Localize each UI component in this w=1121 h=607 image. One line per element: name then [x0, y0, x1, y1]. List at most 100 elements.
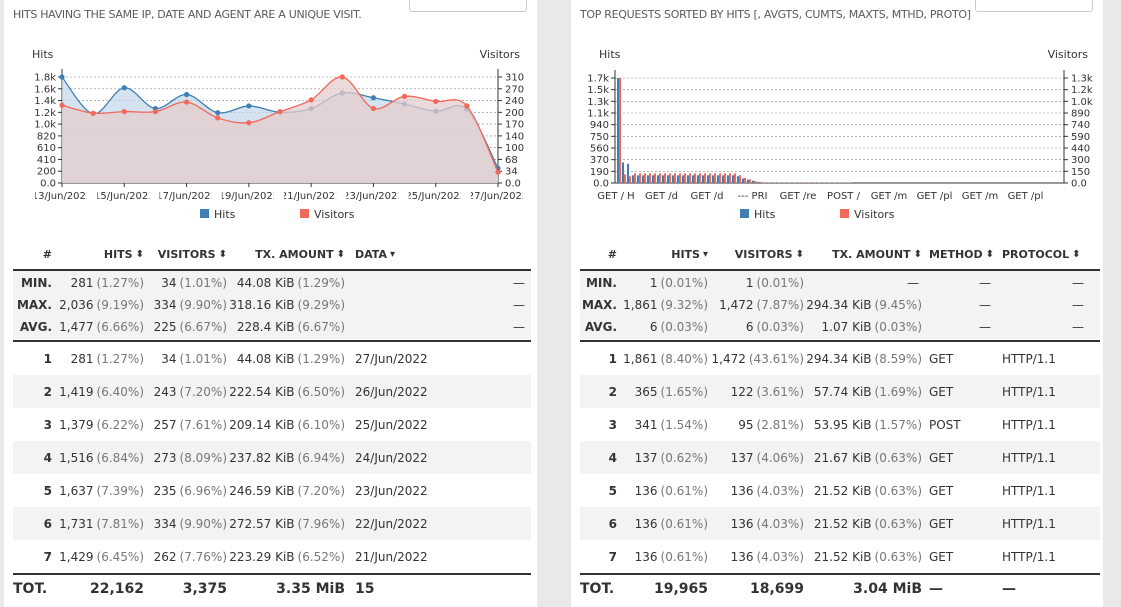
column-header-tx[interactable]: TX. AMOUNT ⬍: [810, 240, 922, 268]
visitors-bar[interactable]: [824, 182, 826, 184]
hits-point[interactable]: [370, 95, 377, 101]
hits-bar[interactable]: [767, 182, 769, 184]
table-row[interactable]: 4 137 (0.62%) 137 (4.06%) 21.67 KiB (0.63%) GET…: [580, 441, 1100, 474]
legend-hits-swatch[interactable]: [200, 209, 209, 218]
visitors-bar[interactable]: [704, 173, 706, 183]
hits-bar[interactable]: [712, 175, 714, 183]
visitors-point[interactable]: [59, 102, 65, 108]
visitors-point[interactable]: [339, 74, 345, 80]
visitors-bar[interactable]: [739, 175, 741, 183]
visitors-point[interactable]: [277, 108, 283, 115]
visitors-point[interactable]: [152, 108, 159, 115]
visitors-bar[interactable]: [794, 182, 796, 184]
visitors-bar[interactable]: [839, 182, 841, 184]
visitors-bar[interactable]: [689, 173, 691, 183]
hits-bar[interactable]: [727, 175, 729, 183]
visitors-bar[interactable]: [659, 173, 661, 183]
hits-bar[interactable]: [657, 175, 659, 183]
table-row[interactable]: 3 341 (1.54%) 95 (2.81%) 53.95 KiB (1.57%) POST…: [580, 408, 1100, 441]
visitors-bar[interactable]: [729, 173, 731, 183]
column-header-tx[interactable]: TX. AMOUNT ⬍: [234, 240, 345, 268]
visitors-bar[interactable]: [619, 78, 621, 183]
hits-bar[interactable]: [722, 175, 724, 183]
hits-bar[interactable]: [747, 179, 749, 183]
hits-bar[interactable]: [687, 175, 689, 183]
hits-point[interactable]: [183, 91, 190, 98]
hits-point[interactable]: [59, 74, 65, 80]
visitors-bar[interactable]: [849, 182, 851, 184]
visitors-bar[interactable]: [779, 182, 781, 184]
visitors-bar[interactable]: [829, 182, 831, 184]
hits-bar[interactable]: [652, 175, 654, 183]
hits-bar[interactable]: [822, 182, 824, 184]
visitors-bar[interactable]: [664, 173, 666, 183]
visitors-bar[interactable]: [759, 181, 761, 183]
table-row[interactable]: 5 1,637 (7.39%) 235 (6.96%) 246.59 KiB (7.20%)…: [13, 474, 531, 507]
hits-bar[interactable]: [802, 182, 804, 184]
column-header-hits[interactable]: HITS ⬍: [58, 240, 144, 268]
hits-bar[interactable]: [702, 175, 704, 183]
visitors-point[interactable]: [183, 99, 190, 105]
hits-bar[interactable]: [677, 175, 679, 183]
visitors-point[interactable]: [495, 169, 501, 175]
visitors-bar[interactable]: [709, 173, 711, 183]
hits-bar[interactable]: [692, 175, 694, 183]
hits-bar[interactable]: [847, 182, 849, 184]
visitors-point[interactable]: [433, 98, 439, 105]
visitors-bar[interactable]: [644, 173, 646, 183]
hits-bar[interactable]: [627, 163, 629, 183]
hits-bar[interactable]: [752, 180, 754, 183]
visitors-point[interactable]: [121, 108, 127, 115]
panel-options-button[interactable]: [975, 0, 1093, 12]
visitors-bar[interactable]: [634, 173, 636, 183]
visitors-bar[interactable]: [804, 182, 806, 184]
visitors-bar[interactable]: [724, 173, 726, 183]
visitors-bar[interactable]: [669, 173, 671, 183]
visitors-bar[interactable]: [799, 182, 801, 184]
column-header-visitors[interactable]: VISITORS ⬍: [714, 240, 804, 268]
hits-bar[interactable]: [837, 182, 839, 184]
hits-bar[interactable]: [737, 176, 739, 183]
hits-bar[interactable]: [682, 175, 684, 183]
legend-visitors-swatch[interactable]: [840, 209, 849, 218]
table-row[interactable]: 3 1,379 (6.22%) 257 (7.61%) 209.14 KiB (6.10%)…: [13, 408, 531, 441]
visitors-bar[interactable]: [639, 173, 641, 183]
hits-bar[interactable]: [762, 182, 764, 183]
visitors-bar[interactable]: [649, 173, 651, 183]
hits-bar[interactable]: [622, 162, 624, 183]
column-header-method[interactable]: METHOD ⬍: [929, 240, 994, 268]
visitors-bar[interactable]: [734, 173, 736, 183]
hits-bar[interactable]: [707, 175, 709, 183]
hits-bar[interactable]: [647, 175, 649, 183]
column-header-protocol[interactable]: PROTOCOL ⬍: [1002, 240, 1084, 268]
hits-bar[interactable]: [777, 182, 779, 184]
hits-bar[interactable]: [807, 182, 809, 184]
table-row[interactable]: 2 365 (1.65%) 122 (3.61%) 57.74 KiB (1.69%) GET…: [580, 375, 1100, 408]
table-row[interactable]: 1 1,861 (8.40%) 1,472 (43.61%) 294.34 KiB (8.5…: [580, 342, 1100, 375]
hits-bar[interactable]: [812, 182, 814, 184]
hits-point[interactable]: [121, 85, 127, 91]
hits-bar[interactable]: [787, 182, 789, 184]
visitors-bar[interactable]: [654, 173, 656, 183]
legend-hits-swatch[interactable]: [740, 209, 749, 218]
visitors-bar[interactable]: [754, 180, 756, 183]
visitors-bar[interactable]: [784, 182, 786, 184]
visitors-bar[interactable]: [749, 179, 751, 183]
visitors-bar[interactable]: [719, 173, 721, 183]
hits-bar[interactable]: [617, 78, 619, 183]
hits-bar[interactable]: [717, 175, 719, 183]
legend-visitors-swatch[interactable]: [300, 209, 309, 218]
hits-bar[interactable]: [817, 182, 819, 184]
visitors-bar[interactable]: [694, 173, 696, 183]
hits-bar[interactable]: [842, 182, 844, 184]
visitors-point[interactable]: [401, 93, 408, 99]
hits-bar[interactable]: [782, 182, 784, 184]
visitors-bar[interactable]: [814, 182, 816, 184]
visitors-bar[interactable]: [699, 173, 701, 183]
visitors-bar[interactable]: [819, 182, 821, 184]
column-header-visitors[interactable]: VISITORS ⬍: [151, 240, 227, 268]
visitors-bar[interactable]: [679, 173, 681, 183]
hits-bar[interactable]: [832, 182, 834, 184]
hits-bar[interactable]: [672, 175, 674, 183]
hits-bar[interactable]: [792, 182, 794, 184]
